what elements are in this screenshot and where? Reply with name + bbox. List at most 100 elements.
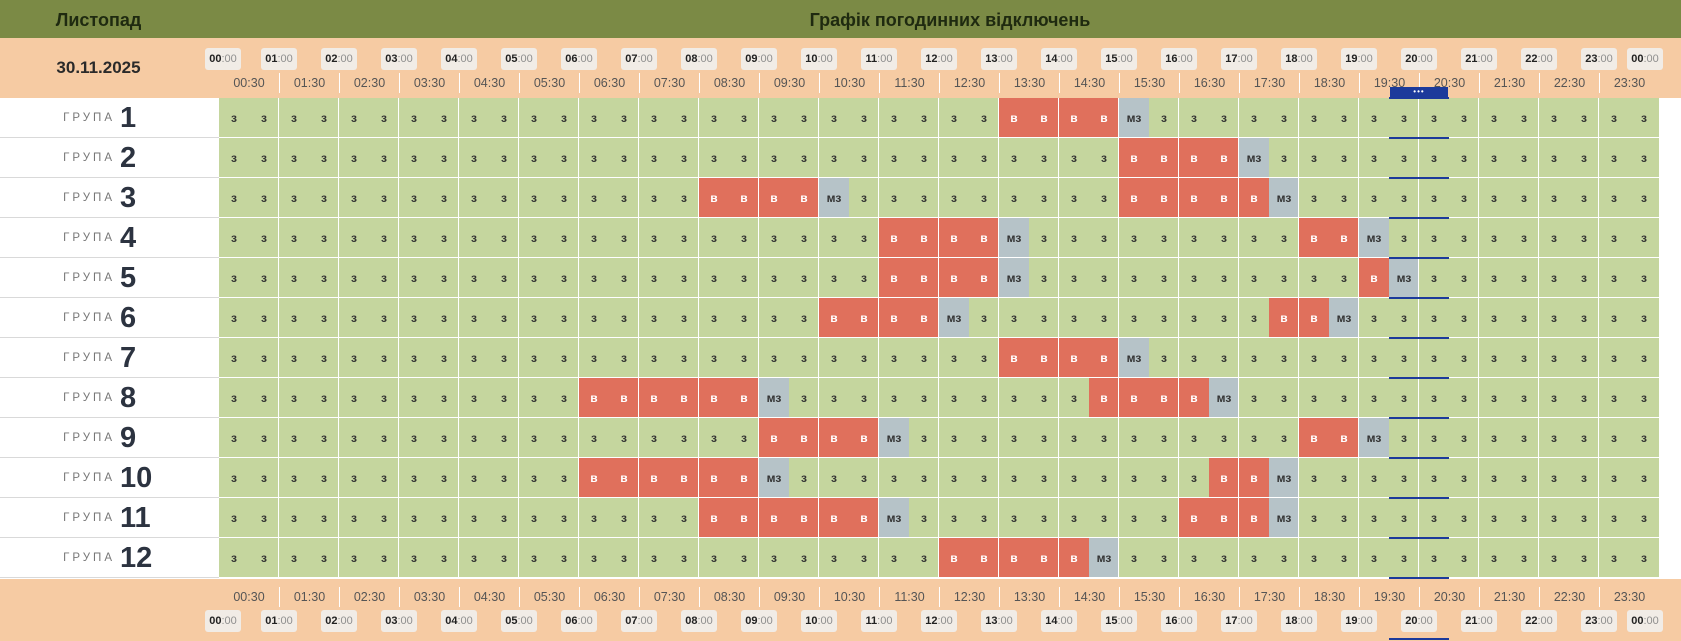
schedule-cell: з	[639, 138, 669, 178]
hour-label-minutes: :00	[1643, 53, 1659, 65]
schedule-cell: з	[1239, 418, 1269, 458]
schedule-cell: з	[1119, 258, 1149, 298]
schedule-cell: з	[279, 298, 309, 338]
schedule-cell: з	[309, 458, 339, 498]
schedule-cell: в	[1149, 178, 1179, 218]
schedule-cell: з	[549, 298, 579, 338]
schedule-cell: з	[1029, 298, 1059, 338]
schedule-cell: з	[1629, 98, 1659, 138]
schedule-cell: з	[1599, 498, 1629, 538]
schedule-cell: з	[279, 418, 309, 458]
schedule-cell: з	[1269, 138, 1299, 178]
schedule-cell: з	[249, 538, 279, 578]
schedule-cell: з	[669, 338, 699, 378]
schedule-cell: з	[1329, 458, 1359, 498]
schedule-cell: з	[1629, 338, 1659, 378]
schedule-cell: з	[699, 298, 729, 338]
schedule-cell: з	[249, 378, 279, 418]
schedule-cell: з	[1239, 98, 1269, 138]
schedule-cell: мз	[759, 378, 789, 418]
schedule-cell: з	[1569, 298, 1599, 338]
schedule-cell: з	[759, 138, 789, 178]
schedule-cell: в	[1089, 98, 1119, 138]
schedule-cell: з	[849, 218, 879, 258]
half-hour-label-top: 07:30	[639, 73, 699, 93]
schedule-cell: з	[339, 458, 369, 498]
schedule-cell: з	[309, 98, 339, 138]
schedule-cell: з	[1269, 378, 1299, 418]
schedule-cell: з	[609, 498, 639, 538]
hour-separator	[758, 98, 759, 579]
schedule-cell: з	[1629, 138, 1659, 178]
schedule-cell: з	[879, 138, 909, 178]
schedule-cell: з	[219, 178, 249, 218]
hour-label-minutes: :00	[1597, 615, 1613, 627]
schedule-cell: в	[1269, 298, 1299, 338]
schedule-cell: з	[1299, 458, 1329, 498]
schedule-cell: з	[1569, 258, 1599, 298]
hour-label-bottom: 00:00	[1627, 610, 1663, 632]
schedule-cell: з	[399, 418, 429, 458]
schedule-cell: з	[279, 98, 309, 138]
schedule-cell: з	[1059, 378, 1089, 418]
schedule-cell: з	[1509, 458, 1539, 498]
schedule-cell: в	[1329, 218, 1359, 258]
hour-label-minutes: :00	[937, 615, 953, 627]
group-label-8: ГРУПА 8	[0, 378, 219, 418]
hour-label-hour: 08	[685, 53, 698, 65]
schedule-cell: в	[669, 458, 699, 498]
schedule-cell: з	[1329, 498, 1359, 538]
schedule-cell: з	[699, 338, 729, 378]
current-time-row-line	[1389, 217, 1449, 219]
hour-label-top: 21:00	[1461, 48, 1497, 70]
hour-label-minutes: :00	[457, 53, 473, 65]
current-time-bottom-line	[1389, 638, 1449, 640]
schedule-cell: з	[939, 458, 969, 498]
schedule-cell: з	[1539, 538, 1569, 578]
hour-label-bottom: 20:00	[1401, 610, 1437, 632]
schedule-cell: з	[339, 178, 369, 218]
schedule-cell: з	[339, 418, 369, 458]
schedule-cell: з	[459, 458, 489, 498]
schedule-cell: з	[219, 98, 249, 138]
schedule-cell: з	[219, 458, 249, 498]
schedule-cell: з	[579, 218, 609, 258]
schedule-cell: в	[969, 538, 999, 578]
schedule-cell: з	[939, 498, 969, 538]
schedule-cell: в	[1179, 138, 1209, 178]
schedule-cell: в	[1119, 378, 1149, 418]
schedule-cell: мз	[1119, 98, 1149, 138]
schedule-cell: з	[1329, 378, 1359, 418]
schedule-cell: з	[849, 378, 879, 418]
schedule-cell: з	[429, 338, 459, 378]
hour-label-minutes: :00	[1117, 615, 1133, 627]
hour-separator	[518, 98, 519, 579]
schedule-cell: з	[1029, 258, 1059, 298]
schedule-cell: з	[429, 498, 459, 538]
schedule-cell: з	[1389, 138, 1419, 178]
schedule-cell: з	[489, 98, 519, 138]
schedule-cell: з	[1539, 338, 1569, 378]
schedule-cell: з	[699, 98, 729, 138]
current-time-row-line	[1389, 177, 1449, 179]
schedule-cell: в	[609, 458, 639, 498]
schedule-cell: з	[729, 258, 759, 298]
schedule-cell: з	[729, 98, 759, 138]
schedule-cell: в	[759, 178, 789, 218]
schedule-cell: з	[1029, 178, 1059, 218]
schedule-cell: в	[699, 458, 729, 498]
schedule-cell: з	[1629, 178, 1659, 218]
half-hour-label-top: 14:30	[1059, 73, 1119, 93]
schedule-cell: в	[1209, 498, 1239, 538]
schedule-cell: з	[519, 458, 549, 498]
schedule-cell: в	[1059, 338, 1089, 378]
hour-label-top: 07:00	[621, 48, 657, 70]
schedule-cell: з	[909, 178, 939, 218]
group-label-3: ГРУПА 3	[0, 178, 219, 218]
hour-label-bottom: 02:00	[321, 610, 357, 632]
schedule-cell: в	[729, 378, 759, 418]
half-hour-label-bottom: 18:30	[1299, 587, 1359, 607]
schedule-cell: з	[1149, 298, 1179, 338]
schedule-cell: з	[849, 138, 879, 178]
hour-label-minutes: :00	[577, 615, 593, 627]
